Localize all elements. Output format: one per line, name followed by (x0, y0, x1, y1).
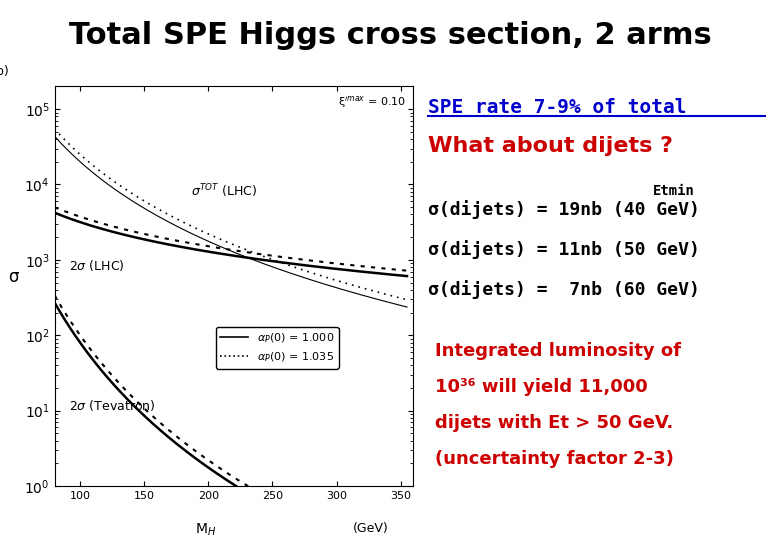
Text: (uncertainty factor 2-3): (uncertainty factor 2-3) (435, 450, 674, 468)
Text: (GeV): (GeV) (353, 522, 388, 535)
Text: σ(dijets) =  7nb (60 GeV): σ(dijets) = 7nb (60 GeV) (428, 280, 700, 299)
Text: 2$\sigma$ (LHC): 2$\sigma$ (LHC) (69, 258, 125, 273)
Text: 10³⁶ will yield 11,000: 10³⁶ will yield 11,000 (435, 378, 648, 396)
Legend: $\alpha_{I\!\!P}$(0) = 1.000, $\alpha_{I\!\!P}$(0) = 1.035: $\alpha_{I\!\!P}$(0) = 1.000, $\alpha_{I… (215, 327, 339, 369)
Text: Integrated luminosity of: Integrated luminosity of (435, 342, 681, 360)
Y-axis label: σ: σ (8, 268, 19, 286)
Text: dijets with Et > 50 GeV.: dijets with Et > 50 GeV. (435, 414, 673, 432)
Text: $\sigma^{TOT}$ (LHC): $\sigma^{TOT}$ (LHC) (191, 183, 257, 200)
Text: What about dijets ?: What about dijets ? (428, 137, 673, 157)
Text: M$_H$: M$_H$ (195, 522, 216, 538)
Text: SPE rate 7-9% of total: SPE rate 7-9% of total (428, 98, 686, 117)
Text: Etmin: Etmin (653, 184, 695, 198)
Text: σ(dijets) = 11nb (50 GeV): σ(dijets) = 11nb (50 GeV) (428, 240, 700, 259)
Text: 2$\sigma$ (Tevatron): 2$\sigma$ (Tevatron) (69, 398, 155, 413)
Text: σ(dijets) = 19nb (40 GeV): σ(dijets) = 19nb (40 GeV) (428, 200, 700, 219)
Text: ξ$^{\prime max}$ = 0.10: ξ$^{\prime max}$ = 0.10 (338, 94, 406, 110)
Text: (Fb): (Fb) (0, 65, 9, 78)
Text: Total SPE Higgs cross section, 2 arms: Total SPE Higgs cross section, 2 arms (69, 21, 711, 50)
